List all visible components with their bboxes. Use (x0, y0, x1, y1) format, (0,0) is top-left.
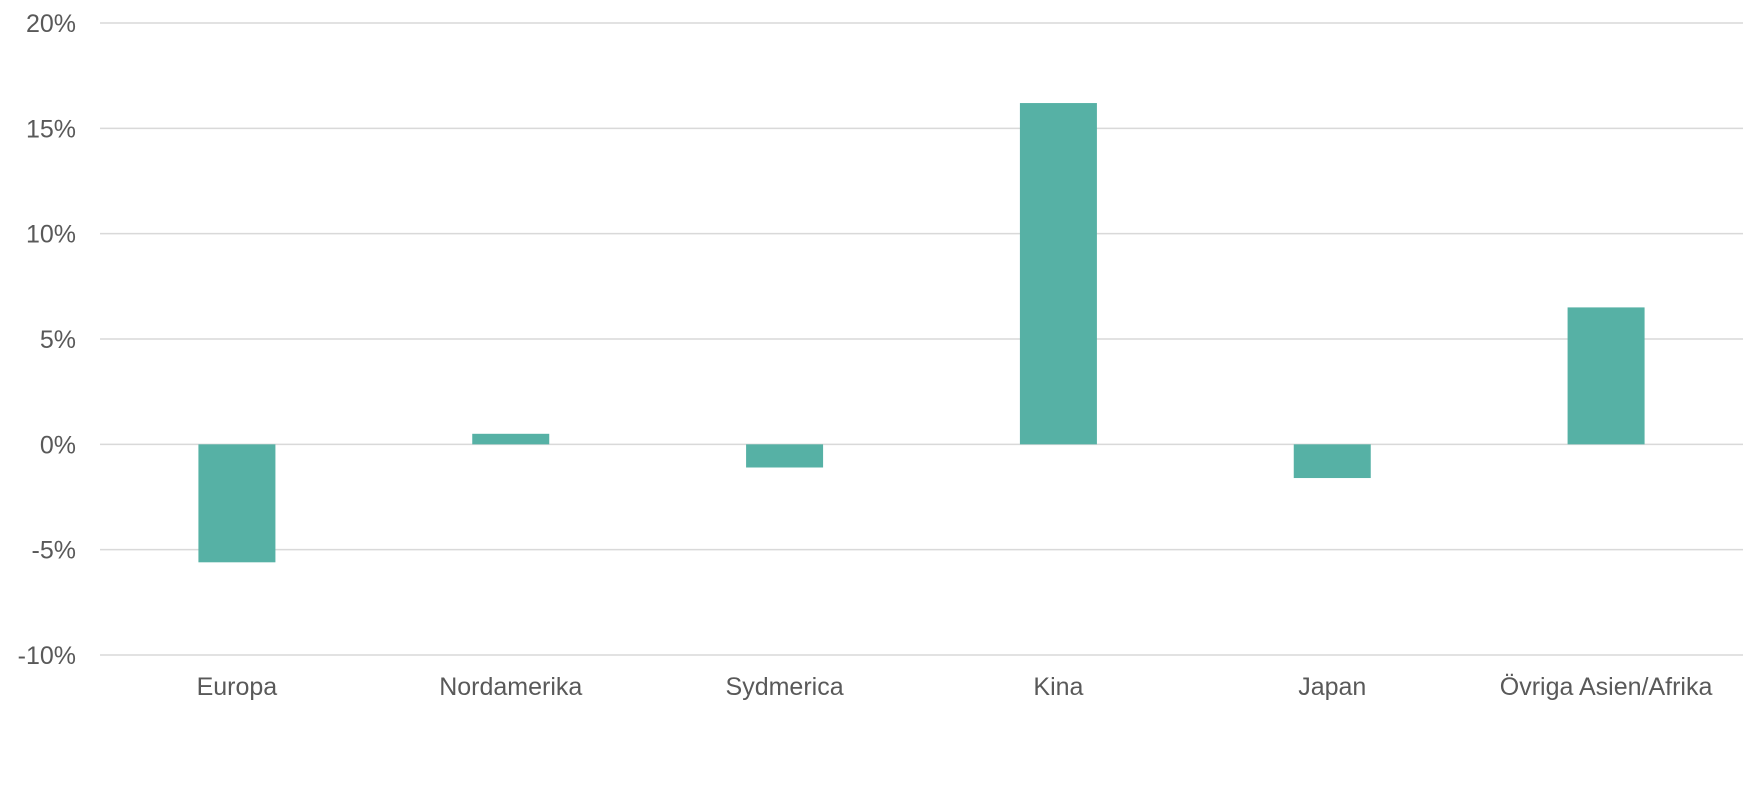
y-tick-label: -10% (18, 642, 76, 670)
y-tick-label: 5% (40, 326, 76, 354)
bar-europa (198, 444, 276, 563)
x-category-label: Japan (1298, 673, 1366, 701)
y-tick-label: 10% (26, 221, 76, 249)
bar-sydmerica (746, 444, 824, 468)
y-axis-tick-labels: 20% 15% 10% 5% 0% -5% -10% (18, 10, 76, 670)
y-tick-label: 15% (26, 115, 76, 143)
bar-japan (1293, 444, 1371, 479)
y-tick-label: 0% (40, 431, 76, 459)
bar-kina (1019, 103, 1097, 445)
y-tick-label: -5% (32, 537, 76, 565)
bars (198, 103, 1645, 563)
bar-nordamerika (472, 433, 550, 445)
x-category-label: Nordamerika (439, 673, 582, 701)
bar-övriga-asien-afrika (1567, 307, 1645, 445)
gridlines (100, 22, 1743, 656)
x-category-label: Övriga Asien/Afrika (1500, 673, 1713, 701)
x-category-label: Kina (1033, 673, 1083, 701)
x-axis-category-labels: Europa Nordamerika Sydmerica Kina Japan Övrig… (197, 673, 1713, 701)
x-category-label: Sydmerica (726, 673, 844, 701)
x-category-label: Europa (197, 673, 278, 701)
y-tick-label: 20% (26, 10, 76, 38)
